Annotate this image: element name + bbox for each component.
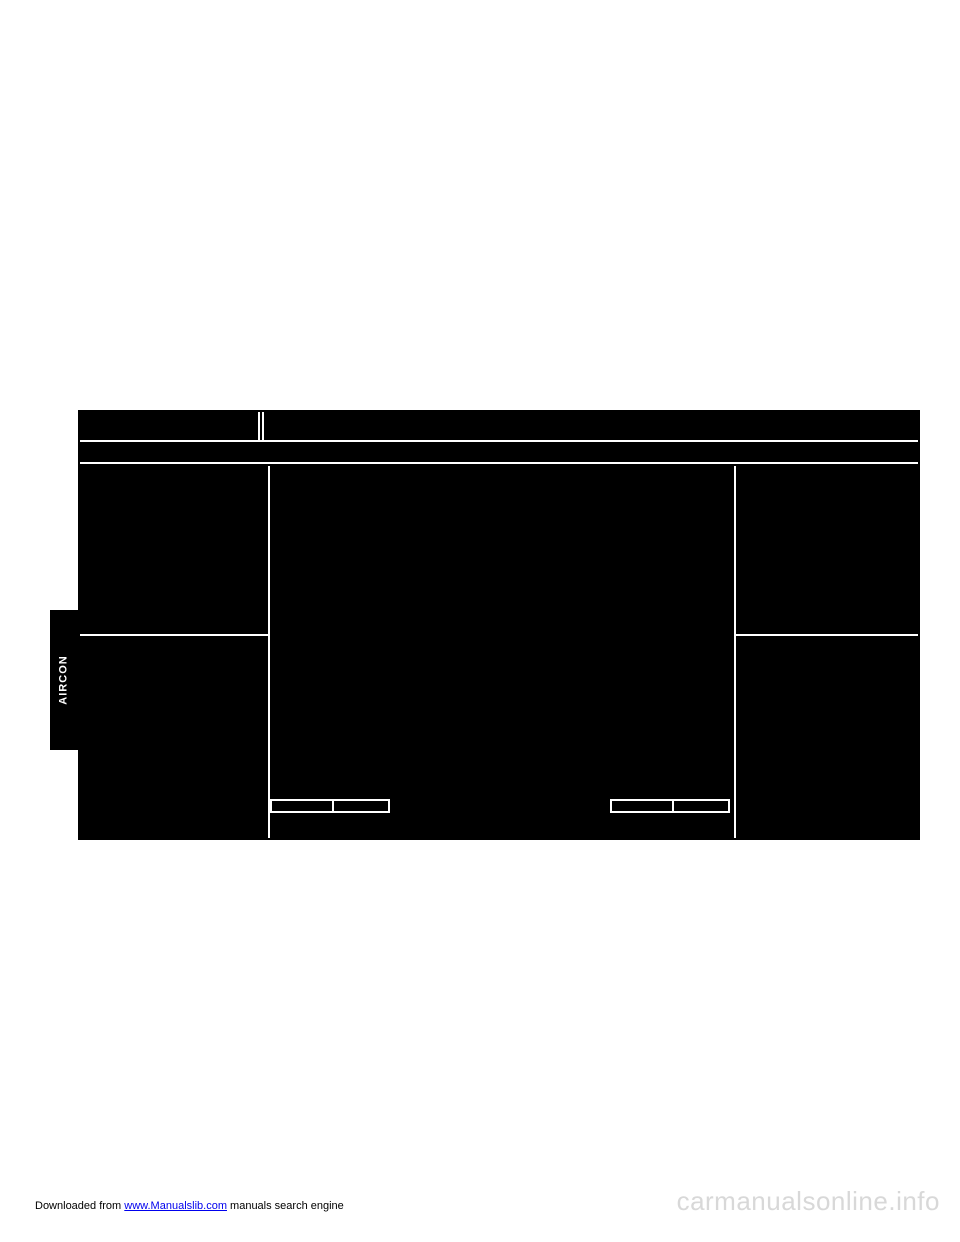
connector-box-2-divider <box>672 801 674 811</box>
header-left-cell <box>80 412 260 440</box>
header-divider <box>262 412 264 440</box>
left-panel <box>80 466 270 838</box>
strip-row <box>80 444 918 464</box>
footer-prefix: Downloaded from <box>35 1200 124 1212</box>
footer-suffix: manuals search engine <box>227 1200 344 1212</box>
center-panel <box>272 466 732 838</box>
connector-box-2 <box>610 799 730 813</box>
wiring-diagram-frame <box>78 410 920 840</box>
right-panel <box>734 466 918 838</box>
header-row <box>80 412 918 442</box>
connector-box-1 <box>270 799 390 813</box>
side-tab-aircon: AIRCON <box>50 610 78 750</box>
footer-link[interactable]: www.Manualslib.com <box>124 1200 227 1212</box>
connector-box-1-divider <box>332 801 334 811</box>
footer: Downloaded from www.Manualslib.com manua… <box>35 1200 344 1212</box>
watermark: carmanualsonline.info <box>677 1186 940 1217</box>
right-upper-cell <box>736 466 918 636</box>
page: AIRCON Downloaded from www.Manualslib.c <box>0 0 960 1242</box>
side-tab-label: AIRCON <box>58 655 70 704</box>
content-area <box>80 466 918 838</box>
left-upper-cell <box>80 466 268 636</box>
